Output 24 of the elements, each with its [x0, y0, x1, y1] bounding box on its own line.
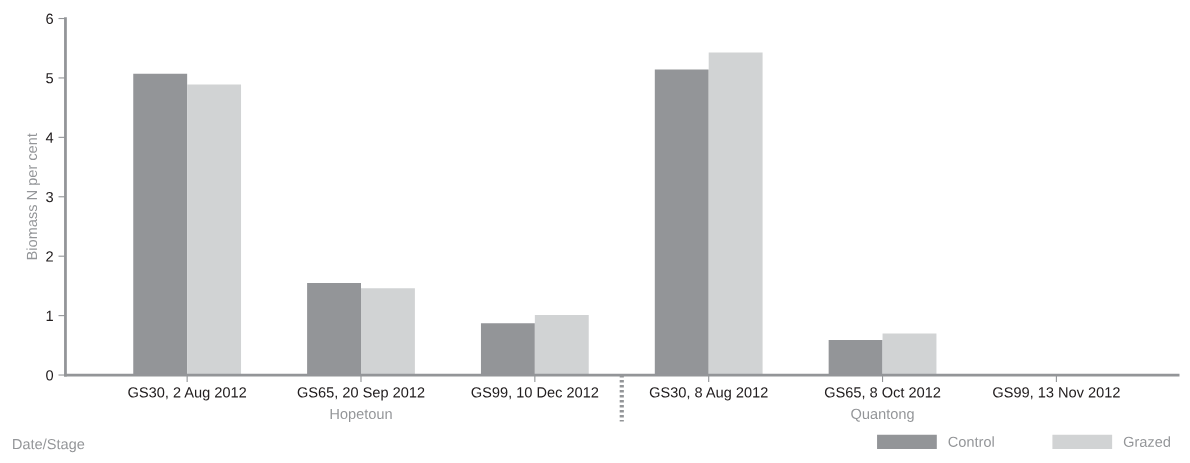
x-tick-label: GS99, 10 Dec 2012: [471, 387, 599, 400]
text: Quantong: [851, 408, 914, 422]
bar: [187, 84, 242, 376]
x-tick-label: GS99, 13 Nov 2012: [993, 387, 1120, 400]
y-tick-label: 5: [46, 73, 54, 84]
x-tick-label: GS30, 8 Aug 2012: [649, 387, 768, 401]
x-axis-title: Date/Stage: [13, 438, 85, 453]
x-tick-label: GS65, 20 Sep 2012: [297, 387, 425, 401]
text: Hopetoun: [330, 408, 392, 422]
y-tick-label: 6: [46, 13, 53, 24]
legend-label: Control: [948, 436, 994, 447]
y-tick-label: 3: [46, 191, 53, 203]
x-tick-label: GS30, 2 Aug 2012: [128, 387, 247, 401]
bar: [361, 288, 415, 376]
y-tick-label: 1: [46, 310, 53, 321]
bar: [708, 52, 763, 376]
y-tick-label: 0: [46, 370, 54, 381]
y-axis-title: Biomass N per cent: [26, 133, 40, 260]
x-tick-label: GS65, 8 Oct 2012: [824, 387, 941, 400]
bar: [882, 333, 937, 376]
legend-label: Grazed: [1123, 436, 1170, 447]
bar: [534, 315, 589, 376]
y-tick-label: 4: [45, 132, 54, 143]
y-tick-label: 2: [46, 251, 53, 262]
